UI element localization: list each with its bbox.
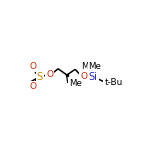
- Text: Me: Me: [89, 62, 101, 71]
- Text: Me: Me: [69, 79, 82, 88]
- Text: S: S: [36, 72, 43, 82]
- Text: Me: Me: [81, 62, 94, 71]
- Text: Si: Si: [89, 72, 98, 82]
- Text: O: O: [30, 82, 37, 91]
- Text: t-Bu: t-Bu: [104, 78, 123, 86]
- Text: O: O: [46, 70, 53, 79]
- Text: O: O: [80, 72, 87, 81]
- Text: O: O: [30, 62, 37, 71]
